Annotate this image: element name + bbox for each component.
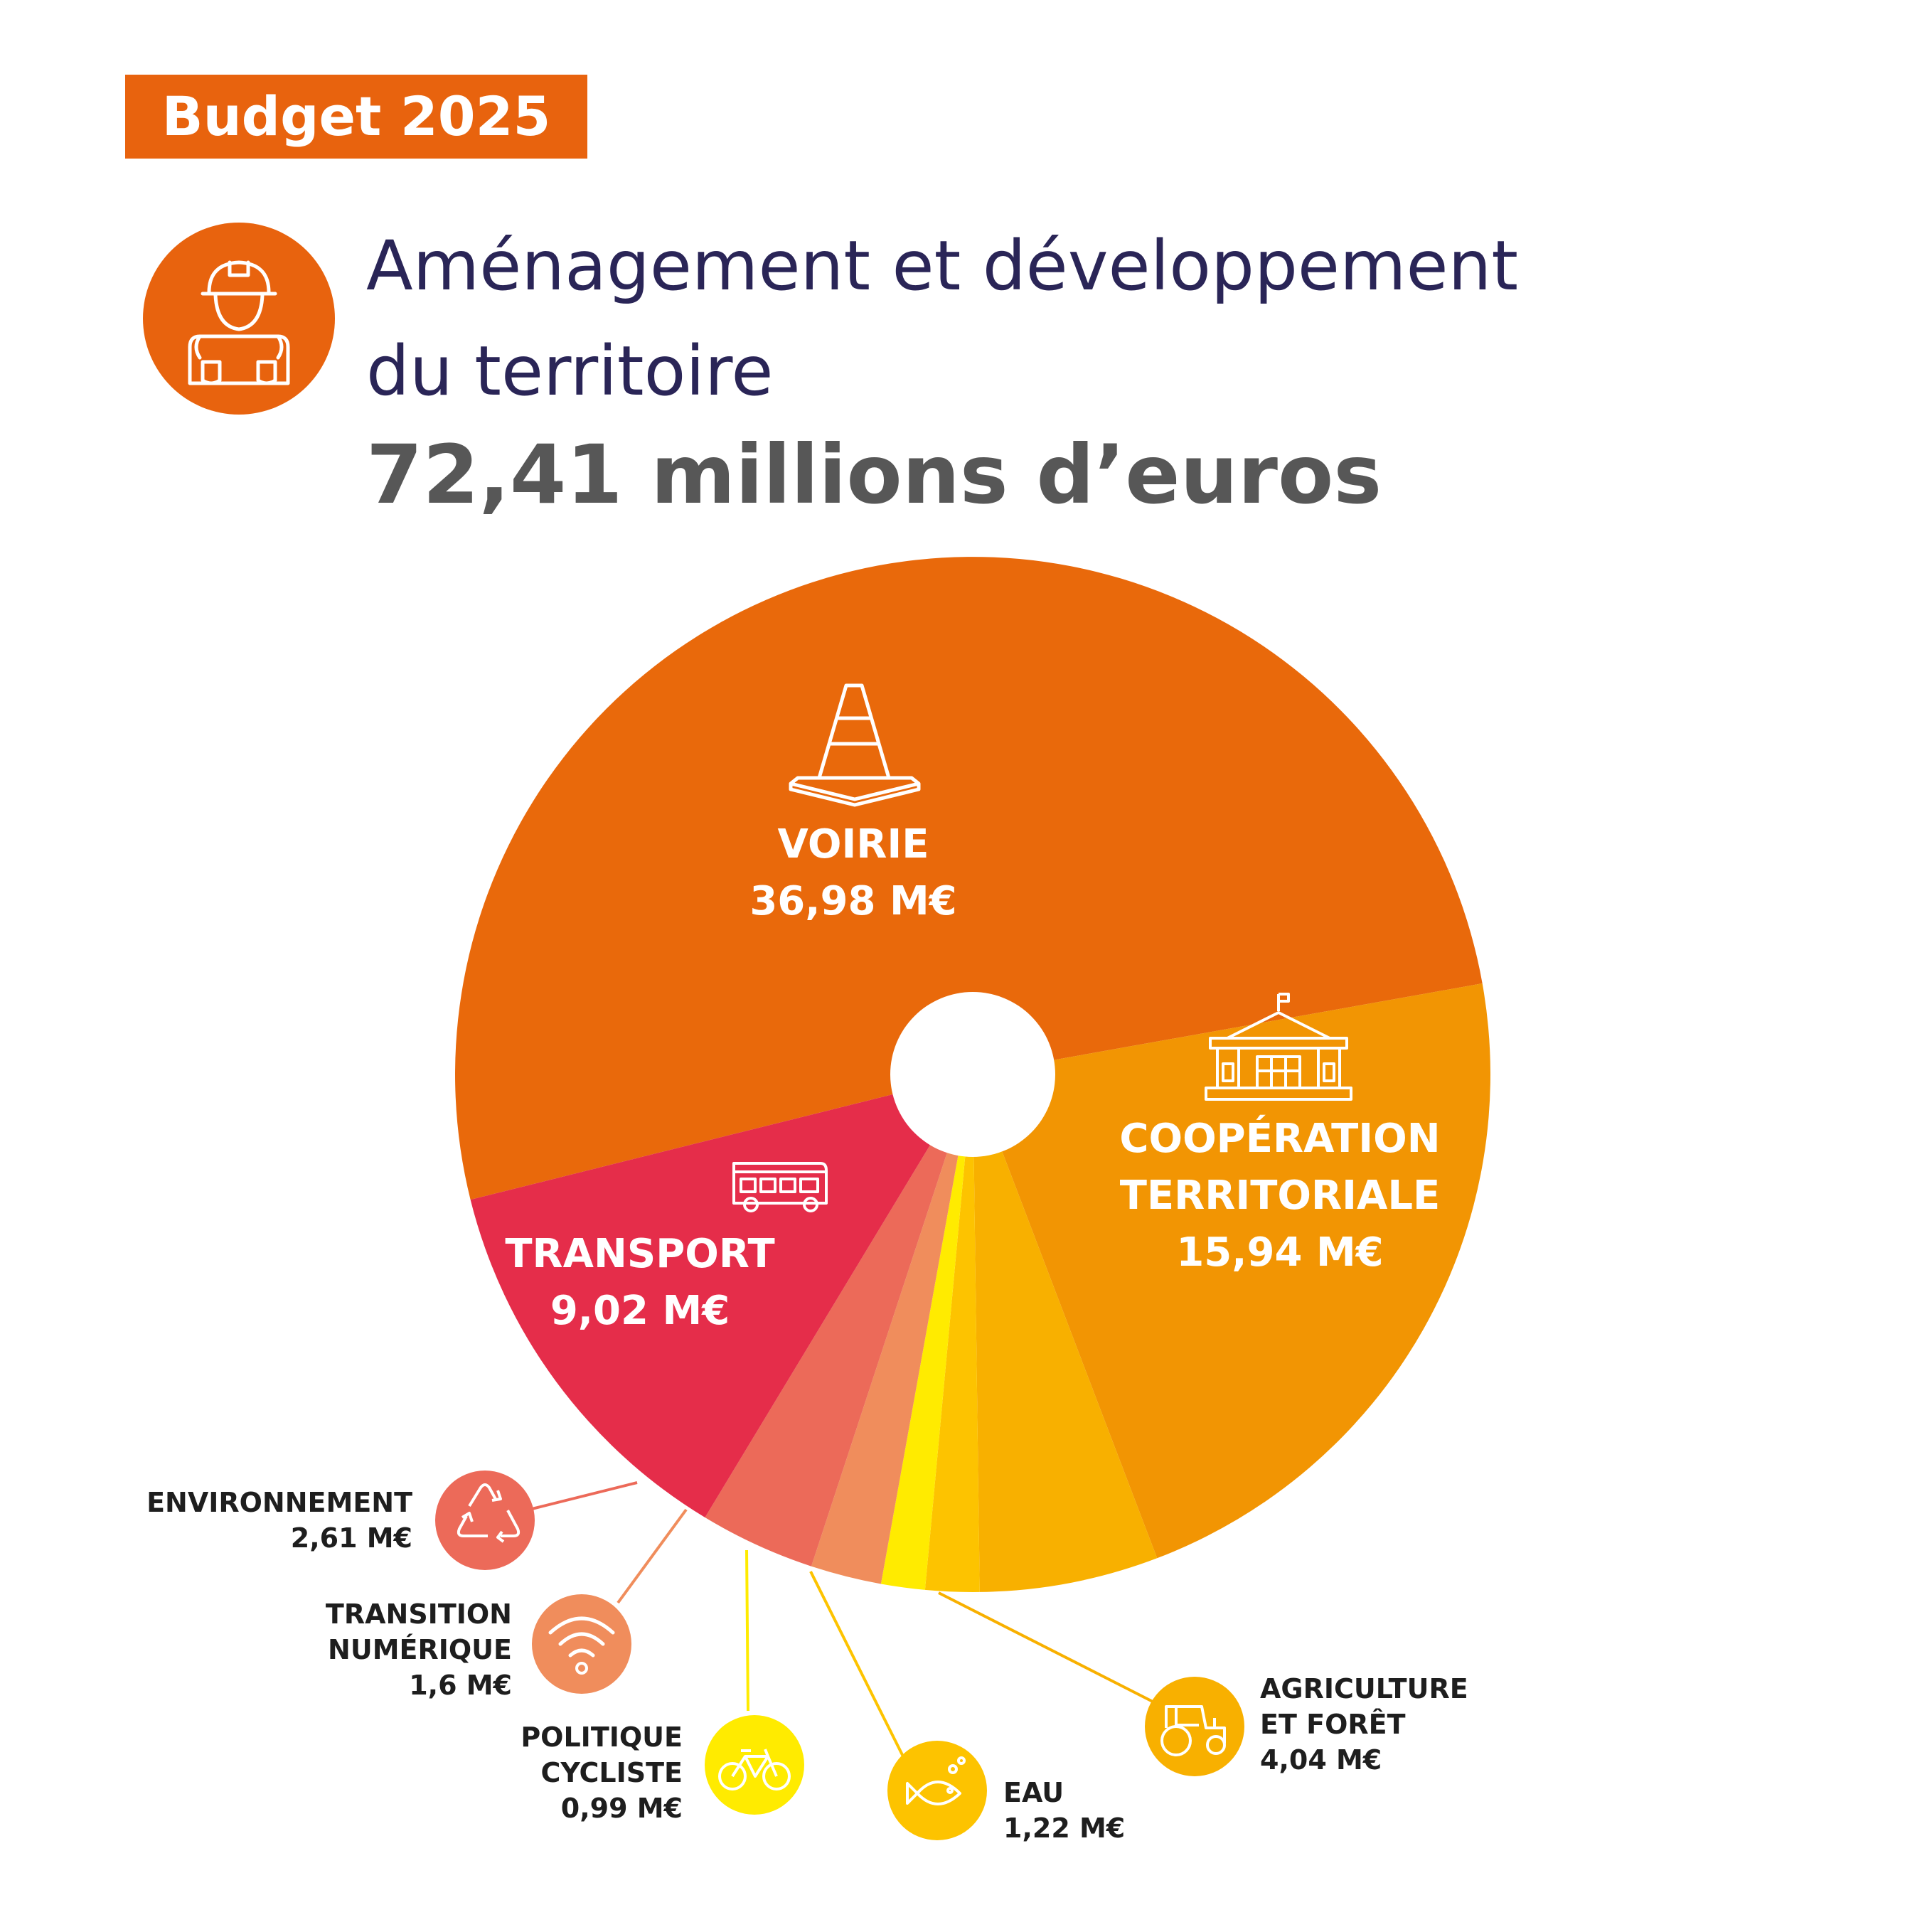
pie-slice-voirie [455, 557, 1483, 1200]
label-cooperation-line2: TERRITORIALE [1119, 1173, 1441, 1219]
label-cycliste-line2: CYCLISTE [540, 1757, 683, 1788]
leader-line-numerique [617, 1508, 688, 1604]
title-line-1: Aménagement et développement [366, 226, 1518, 306]
chart-title: Aménagement et développement du territoi… [366, 213, 1824, 424]
label-numerique-line2: NUMÉRIQUE [328, 1634, 512, 1665]
total-amount: 72,41 millions d’euros [366, 427, 1382, 522]
label-agriculture: AGRICULTURE ET FORÊT 4,04 M€ [1260, 1671, 1544, 1778]
pie-slice-eau [924, 1074, 980, 1592]
label-eau-name: EAU [1003, 1777, 1064, 1808]
bicycle-icon [705, 1715, 804, 1815]
budget-badge: Budget 2025 [125, 75, 587, 159]
label-numerique-value: 1,6 M€ [409, 1670, 512, 1701]
pie-slice-politique-cycliste [880, 1074, 973, 1590]
label-transport: TRANSPORT 9,02 M€ [484, 1226, 796, 1340]
label-agriculture-line2: ET FORÊT [1260, 1709, 1406, 1740]
label-cooperation-value: 15,94 M€ [1176, 1229, 1384, 1276]
label-transport-value: 9,02 M€ [550, 1288, 730, 1334]
worker-with-plans-icon [143, 223, 335, 415]
pie-slice-environnement [705, 1074, 973, 1567]
label-eau: EAU 1,22 M€ [1003, 1775, 1217, 1846]
leader-line-cycliste [745, 1549, 749, 1712]
wifi-icon [532, 1594, 631, 1694]
label-environnement-name: ENVIRONNEMENT [146, 1487, 412, 1518]
label-transport-name: TRANSPORT [505, 1231, 775, 1277]
leader-line-eau [809, 1571, 904, 1757]
traffic-cone-icon [789, 683, 921, 807]
label-cycliste: POLITIQUE CYCLISTE 0,99 M€ [398, 1719, 683, 1826]
leader-line-environnement [531, 1481, 638, 1510]
pie-center-hole [890, 992, 1055, 1157]
leader-line-agriculture [938, 1591, 1156, 1704]
fish-icon [887, 1741, 987, 1840]
town-hall-icon [1205, 993, 1352, 1101]
label-voirie-value: 36,98 M€ [749, 878, 957, 924]
tractor-icon [1145, 1677, 1244, 1776]
label-numerique: TRANSITION NUMÉRIQUE 1,6 M€ [228, 1596, 512, 1703]
label-environnement-value: 2,61 M€ [290, 1522, 412, 1554]
label-numerique-line1: TRANSITION [325, 1599, 512, 1630]
label-voirie: VOIRIE 36,98 M€ [711, 816, 996, 930]
label-cooperation: COOPÉRATION TERRITORIALE 15,94 M€ [1067, 1111, 1493, 1281]
label-eau-value: 1,22 M€ [1003, 1813, 1126, 1844]
pie-slice-transport [470, 1074, 973, 1518]
label-environnement: ENVIRONNEMENT 2,61 M€ [128, 1485, 412, 1556]
label-agriculture-line1: AGRICULTURE [1260, 1673, 1468, 1704]
label-cycliste-value: 0,99 M€ [560, 1793, 683, 1824]
label-cycliste-line1: POLITIQUE [521, 1722, 683, 1753]
pie-slice-agriculture-et-foret [973, 1074, 1158, 1592]
bus-icon [732, 1162, 828, 1212]
recycle-icon [435, 1471, 535, 1570]
label-agriculture-value: 4,04 M€ [1260, 1744, 1382, 1776]
pie-slice-cooperation-territoriale [973, 983, 1490, 1559]
pie-slice-transition-numerique [811, 1074, 973, 1584]
label-cooperation-line1: COOPÉRATION [1119, 1116, 1441, 1162]
title-line-2: du territoire [366, 331, 774, 411]
label-voirie-name: VOIRIE [777, 821, 929, 868]
